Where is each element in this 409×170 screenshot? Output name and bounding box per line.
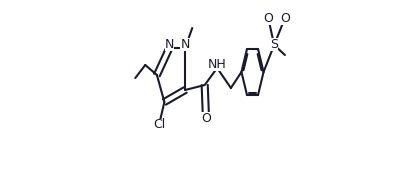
Text: N: N [180, 38, 190, 51]
Text: O: O [201, 112, 211, 124]
Text: O: O [263, 12, 273, 24]
Text: Cl: Cl [154, 118, 166, 132]
Text: NH: NH [208, 58, 227, 71]
Text: S: S [270, 38, 278, 52]
Text: O: O [280, 12, 290, 24]
Text: N: N [165, 38, 174, 51]
